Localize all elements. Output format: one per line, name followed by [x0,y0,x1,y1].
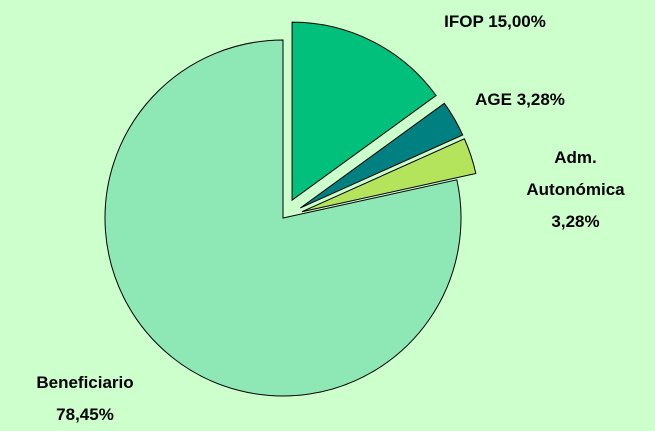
slice-category: Adm. Autonómica [526,148,625,199]
pie-slice [301,138,477,213]
slice-category: AGE [475,90,512,109]
slice-label: AGE 3,28% [450,84,590,116]
slice-value-label: 78,45% [56,405,114,424]
slice-category: IFOP [444,12,484,31]
pie-slice [291,21,437,202]
slice-label: Beneficiario 78,45% [0,367,170,431]
pie-slice [300,102,464,209]
slice-label: Adm. Autonómica 3,28% [498,142,653,238]
slice-value-label: 3,28% [516,90,565,109]
slice-value-label: 3,28% [551,212,600,231]
slice-category: Beneficiario [36,373,134,392]
slice-value-label: 15,00% [488,12,546,31]
slice-label: IFOP 15,00% [400,6,590,38]
pie-slice [104,39,462,397]
